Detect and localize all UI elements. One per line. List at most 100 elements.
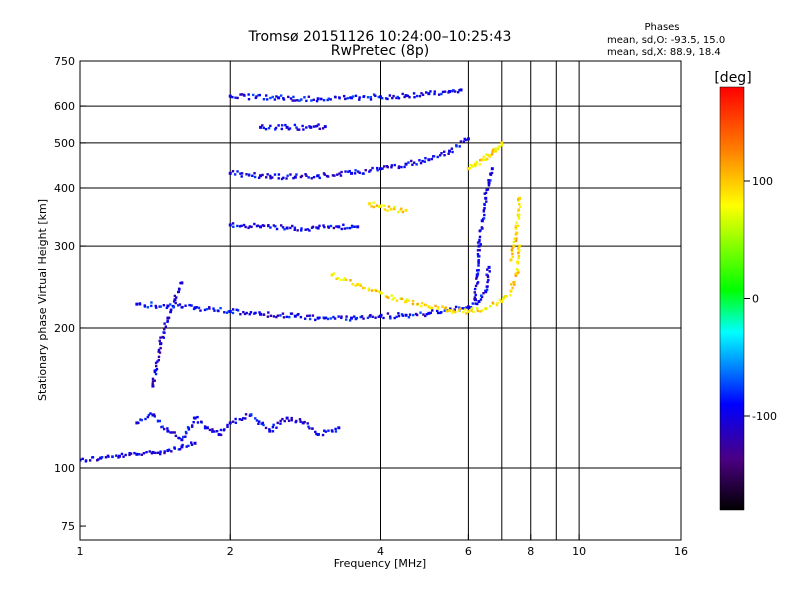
data-point [305,126,308,129]
data-point [393,163,396,167]
data-point [371,315,374,318]
data-point [164,325,168,328]
data-point [159,342,163,346]
x-tick-label: 2 [227,545,234,558]
data-point [511,246,514,250]
data-point [486,157,489,161]
data-point [240,224,243,228]
data-point [321,433,325,437]
data-point [474,284,478,288]
data-point [162,427,166,431]
data-point [247,93,250,96]
data-point [350,96,354,100]
data-point [272,224,276,227]
data-point [348,169,351,173]
data-point [250,225,253,229]
data-point [234,96,237,99]
data-point [169,310,172,314]
data-point [427,305,431,309]
data-point [177,290,181,293]
data-point [159,452,162,456]
x-tick-label: 16 [674,545,688,558]
data-point [353,315,356,318]
data-point [199,309,202,312]
data-point [517,202,521,206]
data-point [377,315,380,319]
data-point [479,298,483,301]
data-point [269,124,272,128]
data-point [293,123,297,127]
data-point [463,308,467,311]
data-point [211,428,214,431]
data-point [248,313,251,316]
data-point [367,288,371,292]
data-point [512,240,516,244]
x-tick-label: 1 [77,545,84,558]
data-point [456,91,460,94]
data-point [439,154,442,157]
data-point [312,125,316,128]
data-point [448,89,452,93]
data-point [261,173,264,177]
data-point [358,96,361,99]
data-point [234,417,237,421]
x-axis-label: Frequency [MHz] [334,557,426,570]
data-point [259,312,263,316]
data-point [314,430,317,434]
data-point [356,283,360,287]
data-point [391,298,394,301]
data-point [480,158,484,162]
data-point [324,430,328,433]
data-point [404,208,408,212]
data-point [255,419,259,422]
data-point [515,260,519,263]
data-point [158,351,162,354]
data-point [326,98,329,102]
colorbar-ticks: 100 0 -100 [744,175,777,423]
data-point [315,124,319,128]
data-point [308,314,311,317]
data-point [390,164,394,167]
data-point [159,336,162,339]
data-point [401,210,405,214]
data-point [279,314,282,317]
data-point [346,97,349,100]
data-point [377,95,380,99]
data-point [266,173,269,176]
data-point [334,427,337,431]
data-point [491,150,494,154]
data-point [178,436,181,440]
data-point [228,309,232,313]
data-point [389,317,392,320]
data-point [316,174,320,178]
data-point [272,315,276,318]
x-tick-label: 10 [572,545,586,558]
data-point [451,150,454,154]
data-point [514,274,518,277]
data-point [407,316,411,319]
data-point [345,315,348,318]
data-point [476,241,480,244]
data-point [482,292,485,295]
data-point [162,303,166,307]
data-point [517,217,521,220]
data-point [479,294,483,297]
data-point [231,420,235,423]
data-point [279,419,282,423]
data-point [318,176,321,180]
data-point [267,224,270,228]
data-point [186,426,190,429]
data-point [275,95,278,98]
data-point [400,165,403,169]
data-point [115,454,118,457]
data-point [436,306,440,309]
data-point [348,226,352,230]
data-point [150,304,153,308]
data-point [139,418,142,421]
data-point [395,315,398,319]
data-point [238,225,242,228]
data-point [477,244,481,248]
data-point [266,315,270,318]
data-point [277,124,280,127]
data-point [171,431,174,434]
